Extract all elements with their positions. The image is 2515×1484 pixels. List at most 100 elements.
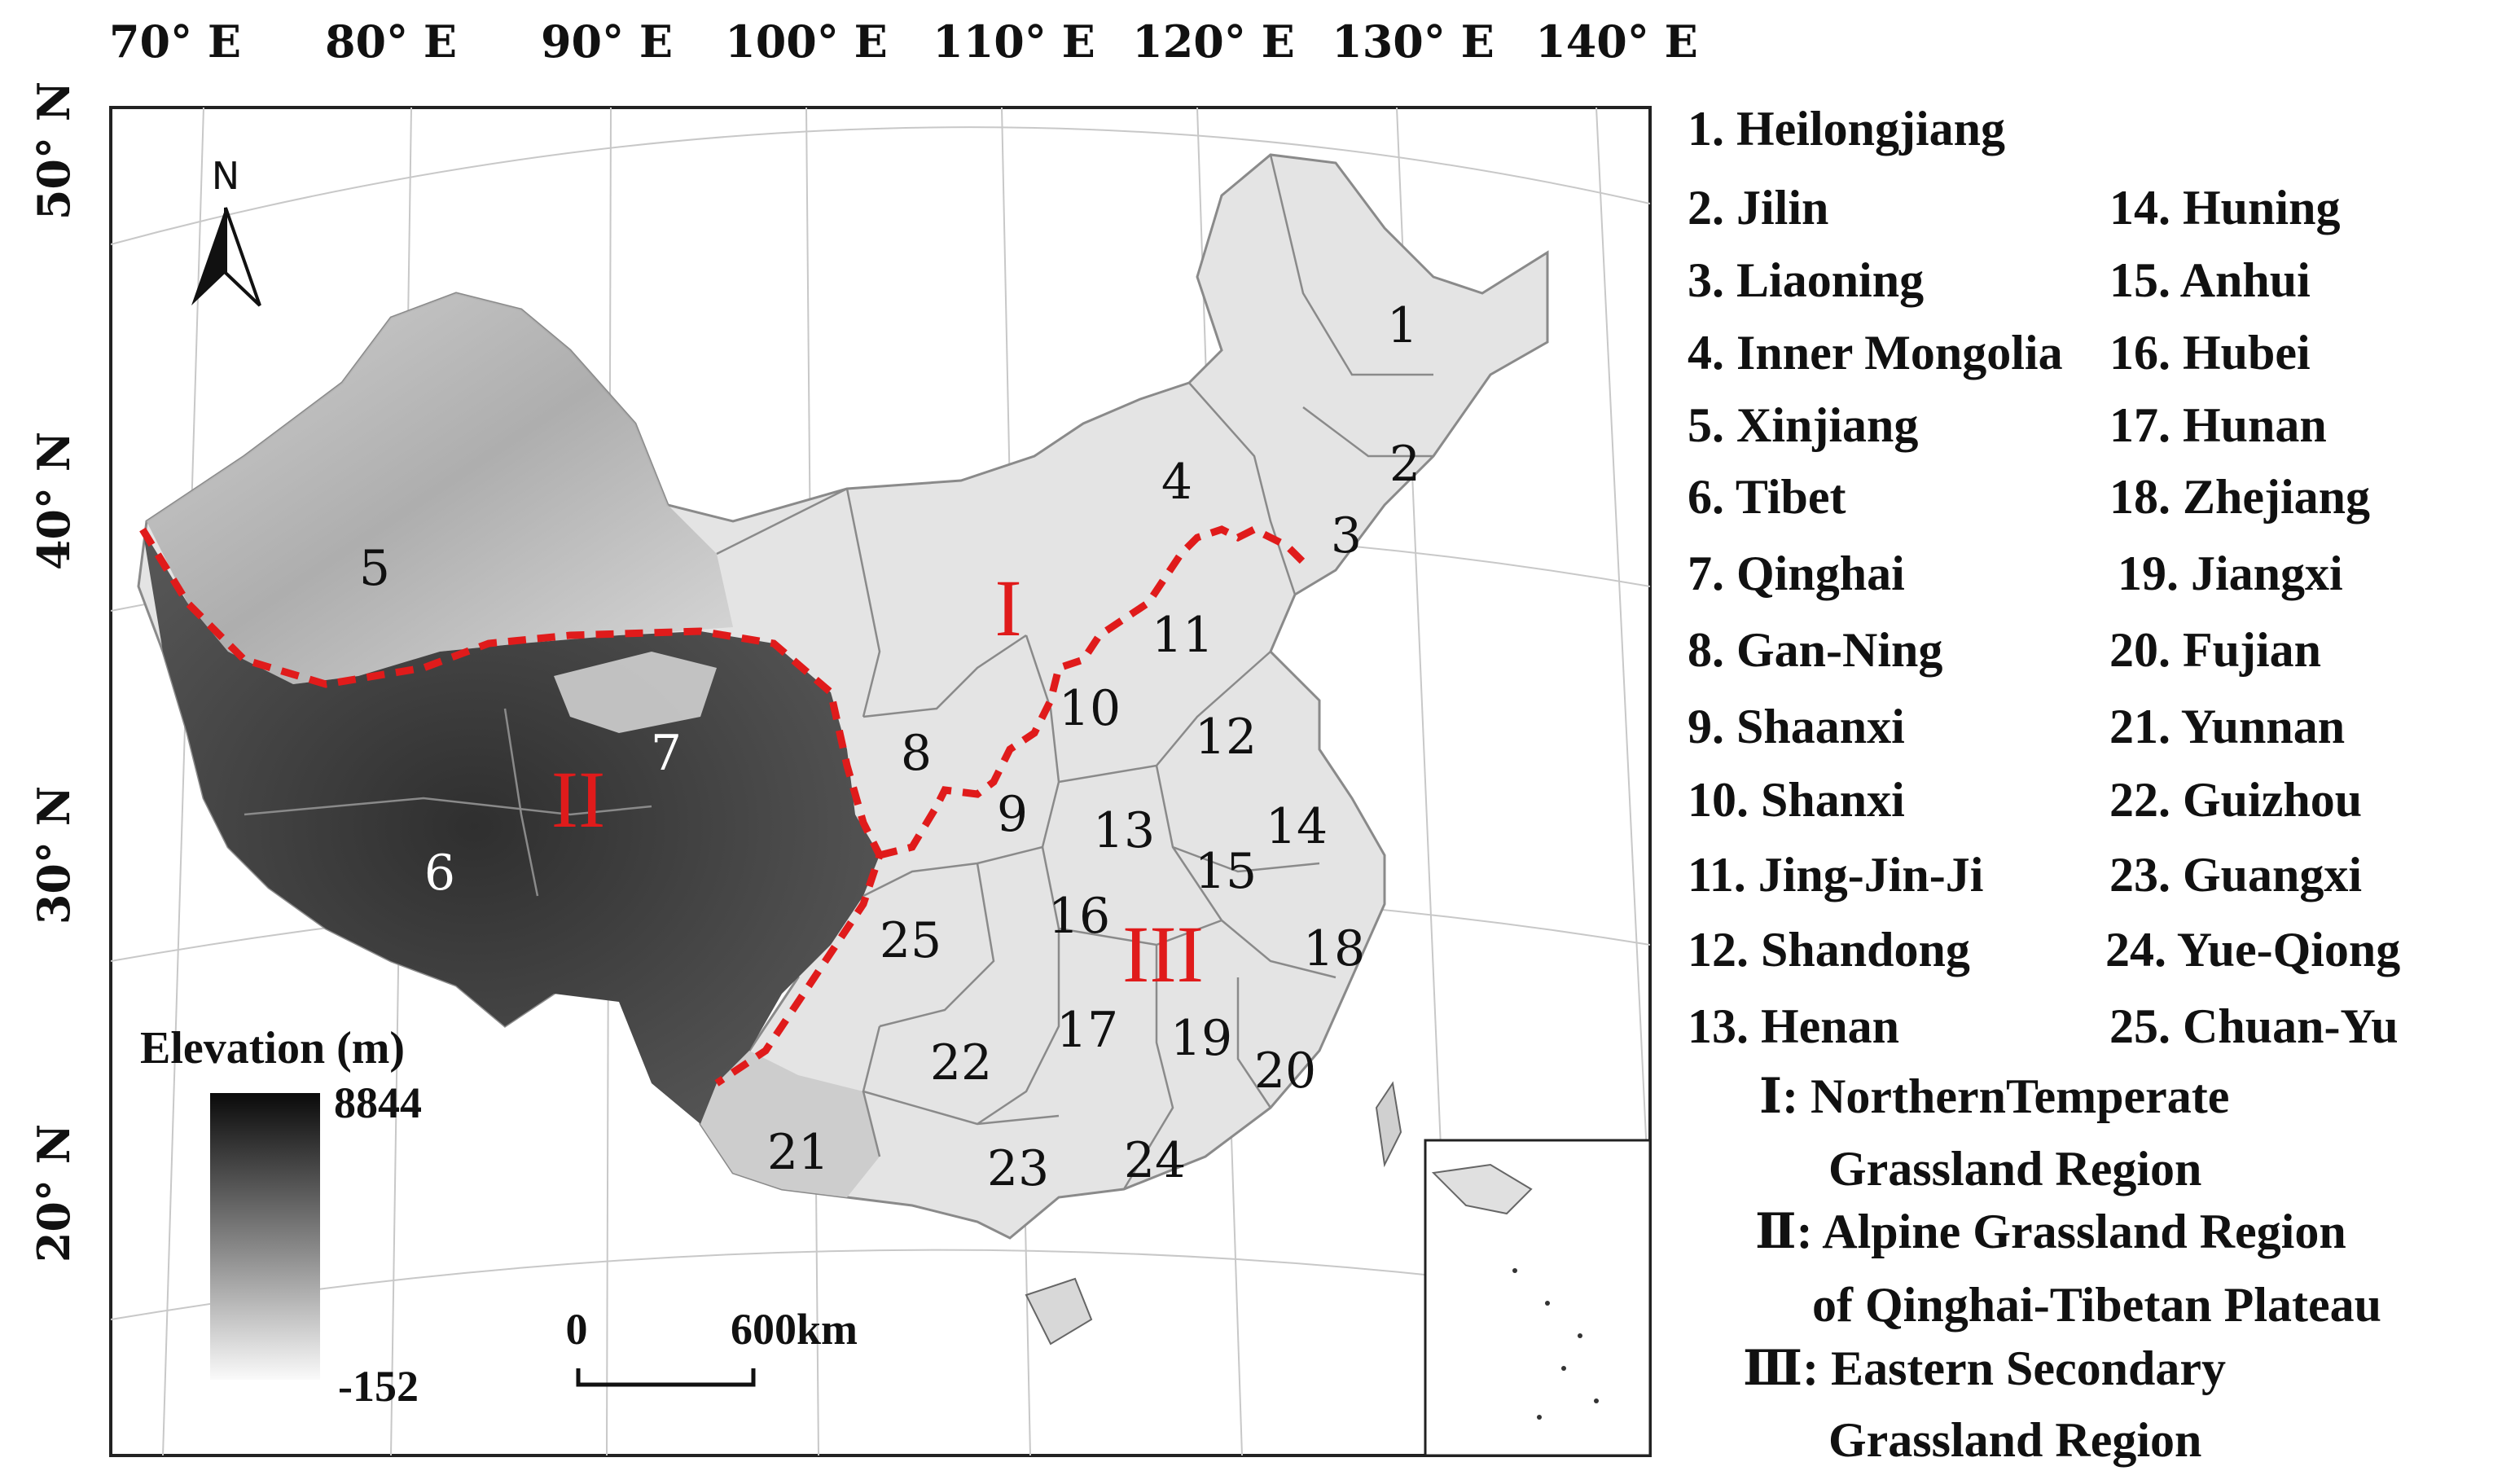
- map-number-5: 5: [359, 540, 390, 597]
- legend-item-11: 11. Jing-Jin-Ji: [1688, 848, 1984, 902]
- legend-item-1: 1. Heilongjiang: [1688, 102, 2006, 156]
- legend-item-17: 17. Hunan: [2109, 398, 2327, 452]
- map-number-11: 11: [1152, 607, 1214, 664]
- lon-label-120: 120° E: [1132, 15, 1295, 68]
- map-number-6: 6: [424, 845, 455, 902]
- north-arrow-icon: N: [191, 154, 261, 307]
- province-numbers: 1 2 3 4 5 6 7 8 9 10 11 12 13 14 15 16 1…: [359, 297, 1420, 1197]
- map-number-12: 12: [1195, 709, 1257, 766]
- legend-item-25: 25. Chuan-Yu: [2109, 999, 2399, 1053]
- map-number-8: 8: [901, 725, 932, 782]
- region-legend-2-line1: : Alpine Grassland Region: [1796, 1205, 2346, 1258]
- region-legend-3-cont: Grassland Region: [1828, 1413, 2202, 1467]
- lon-label-90: 90° E: [541, 15, 673, 68]
- longitude-labels: 70° E 80° E 90° E 100° E 110° E 120° E 1…: [109, 15, 1698, 68]
- elevation-title: Elevation (m): [140, 1023, 405, 1073]
- region-legend-1-line1: : NorthernTemperate: [1782, 1069, 2230, 1123]
- legend-item-20: 20. Fujian: [2109, 623, 2322, 677]
- legend-item-10: 10. Shanxi: [1688, 773, 1905, 827]
- map-number-24: 24: [1124, 1132, 1186, 1189]
- region-legend-2-cont: of Qinghai-Tibetan Plateau: [1812, 1278, 2381, 1332]
- region-legend-1: Ⅰ: NorthernTemperate: [1759, 1072, 2229, 1121]
- scale-bar: 0 600km: [566, 1305, 858, 1387]
- region-numeral-2: II: [551, 754, 606, 845]
- legend-item-13: 13. Henan: [1688, 999, 1900, 1053]
- elevation-legend: Elevation (m) 8844 -152: [140, 1023, 422, 1411]
- region-legend-1-cont: Grassland Region: [1828, 1142, 2202, 1196]
- map-number-7: 7: [651, 725, 682, 782]
- map-number-15: 15: [1195, 843, 1257, 900]
- lon-label-140: 140° E: [1535, 15, 1698, 68]
- legend-item-16: 16. Hubei: [2109, 326, 2311, 380]
- legend-item-2: 2. Jilin: [1688, 181, 1829, 235]
- map-number-9: 9: [997, 786, 1028, 843]
- map-number-23: 23: [987, 1140, 1049, 1197]
- legend-item-15: 15. Anhui: [2109, 253, 2311, 307]
- map-number-3: 3: [1331, 507, 1362, 564]
- region-boundary: [139, 525, 1306, 1087]
- region-numeral-3: III: [1122, 909, 1204, 999]
- scale-start: 0: [566, 1305, 588, 1354]
- map-number-2: 2: [1389, 436, 1420, 493]
- region-legend-3-numeral: Ⅲ: [1743, 1341, 1803, 1395]
- region-legend-2: Ⅱ: Alpine Grassland Region: [1755, 1207, 2346, 1256]
- map-number-4: 4: [1161, 454, 1192, 511]
- yunnan-terrain: [700, 1051, 880, 1197]
- elevation-max: 8844: [334, 1078, 422, 1127]
- legend-item-12: 12. Shandong: [1688, 923, 1970, 977]
- map-number-17: 17: [1056, 1002, 1118, 1059]
- map-number-16: 16: [1048, 888, 1110, 945]
- lon-label-70: 70° E: [109, 15, 241, 68]
- lat-label-20: 20° N: [28, 1124, 80, 1262]
- taiwan-island: [1375, 1081, 1402, 1168]
- legend-item-6: 6. Tibet: [1688, 470, 1846, 524]
- legend-item-7: 7. Qinghai: [1688, 547, 1905, 600]
- map-number-21: 21: [767, 1124, 829, 1181]
- legend-item-24: 24. Yue-Qiong: [2105, 923, 2401, 977]
- legend-item-22: 22. Guizhou: [2109, 773, 2363, 827]
- map-number-18: 18: [1303, 920, 1365, 977]
- legend-item-21: 21. Yunnan: [2109, 700, 2346, 753]
- region-legend-3-line1: : Eastern Secondary: [1802, 1341, 2227, 1395]
- legend-item-4: 4. Inner Mongolia: [1688, 326, 2063, 380]
- region-numerals: I II III: [551, 563, 1204, 999]
- lat-label-50: 50° N: [28, 81, 80, 220]
- scale-end: 600km: [731, 1305, 858, 1354]
- lon-label-110: 110° E: [933, 15, 1095, 68]
- map-number-25: 25: [880, 912, 941, 969]
- legend-item-5: 5. Xinjiang: [1688, 398, 1919, 452]
- region-legend-1-numeral: Ⅰ: [1759, 1069, 1783, 1123]
- lat-label-40: 40° N: [28, 432, 80, 570]
- map-number-14: 14: [1266, 798, 1328, 855]
- latitude-labels: 50° N 40° N 30° N 20° N: [28, 81, 80, 1262]
- map-number-19: 19: [1170, 1010, 1232, 1067]
- legend-item-9: 9. Shaanxi: [1688, 700, 1905, 753]
- lon-label-80: 80° E: [325, 15, 457, 68]
- map-number-1: 1: [1387, 297, 1418, 354]
- map-number-22: 22: [930, 1034, 992, 1091]
- region-numeral-1: I: [994, 563, 1021, 653]
- legend-item-8: 8. Gan-Ning: [1688, 623, 1943, 677]
- inset-islands: [1512, 1268, 1599, 1420]
- legend-item-18: 18. Zhejiang: [2109, 470, 2371, 524]
- lon-label-100: 100° E: [725, 15, 888, 68]
- province-boundaries: [244, 154, 1433, 1190]
- legend-item-3: 3. Liaoning: [1688, 253, 1925, 307]
- map-number-10: 10: [1059, 680, 1121, 737]
- map-number-20: 20: [1254, 1043, 1316, 1100]
- legend-item-23: 23. Guangxi: [2109, 848, 2363, 902]
- qaidam-basin: [554, 652, 717, 733]
- map-number-13: 13: [1093, 802, 1155, 859]
- legend-item-14: 14. Huning: [2109, 181, 2341, 235]
- lon-label-130: 130° E: [1332, 15, 1495, 68]
- lat-label-30: 30° N: [28, 786, 80, 924]
- inset-coast: [1431, 1163, 1533, 1215]
- north-label: N: [212, 154, 239, 198]
- elevation-color-ramp: [210, 1093, 320, 1380]
- hainan-island: [1025, 1277, 1093, 1346]
- region-legend-2-numeral: Ⅱ: [1755, 1205, 1797, 1258]
- region-legend-3: Ⅲ: Eastern Secondary: [1743, 1344, 2226, 1393]
- elevation-min: -152: [338, 1362, 419, 1411]
- xinjiang-terrain: [147, 293, 733, 684]
